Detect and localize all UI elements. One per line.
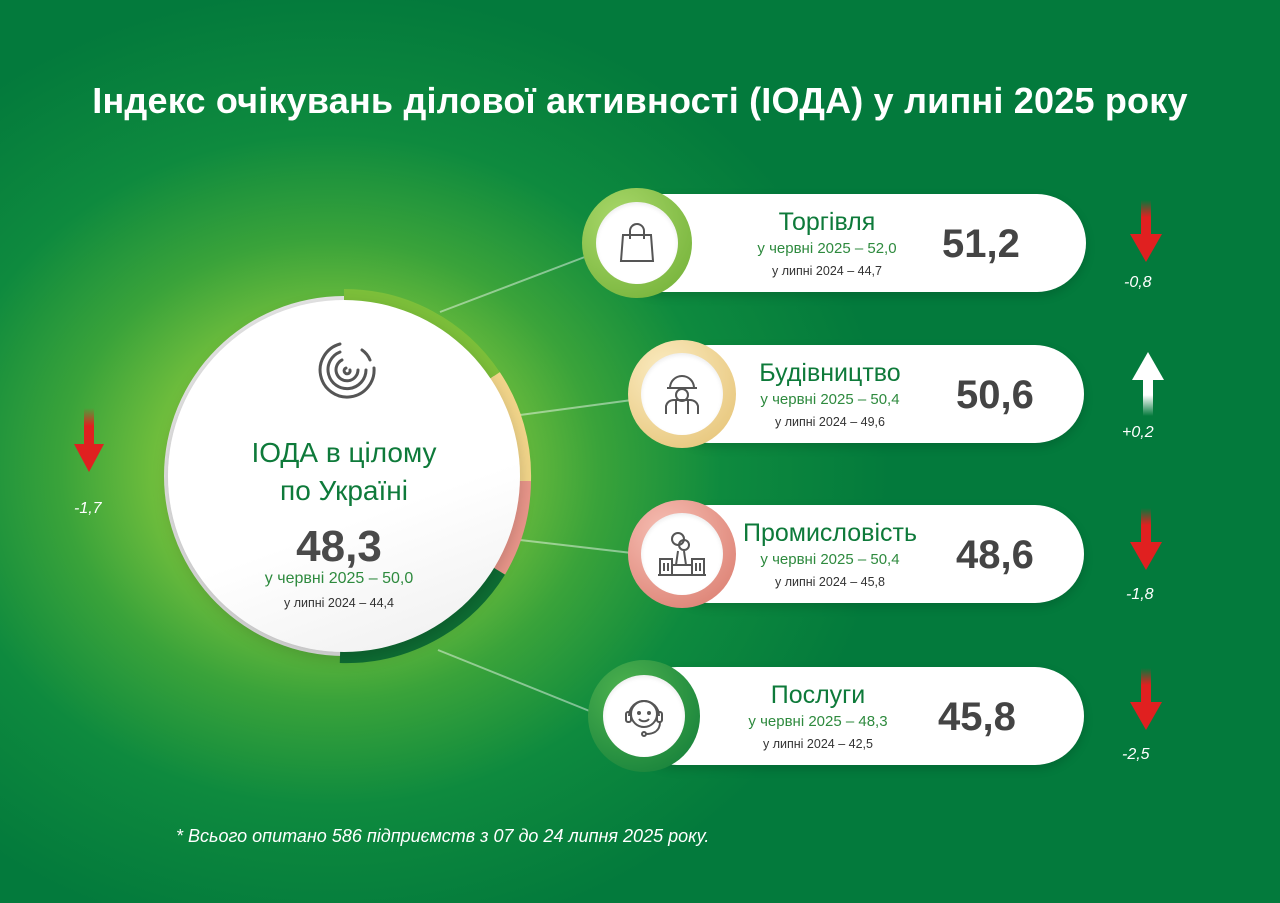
connector-line-services	[437, 649, 593, 713]
overall-index-circle: ІОДА в цілому по Україні 48,3 у червні 2…	[154, 286, 534, 666]
sector-badge-inner	[641, 353, 723, 435]
sector-value: 51,2	[942, 222, 1020, 266]
overall-label-line2: по Україні	[280, 475, 408, 506]
sector-change-value: +0,2	[1122, 424, 1154, 441]
sector-badge-inner	[596, 202, 678, 284]
sector-name: Торгівля	[778, 208, 876, 236]
sector-prev-month: у червні 2025 – 52,0	[757, 240, 897, 257]
overall-change: -1,7	[62, 408, 118, 528]
sector-badge-inner	[603, 675, 685, 757]
construction-change: +0,2	[1122, 350, 1168, 441]
arrow-down-icon	[74, 408, 104, 472]
arrow-down-icon	[1130, 668, 1162, 730]
sector-value: 50,6	[956, 373, 1034, 417]
sector-badge-trade	[582, 188, 692, 298]
ioda-logo-icon	[318, 342, 376, 399]
connector-line-industry	[519, 539, 633, 554]
services-change: -2,5	[1122, 668, 1166, 763]
sector-value: 45,8	[938, 695, 1016, 739]
overall-index-panel	[168, 300, 520, 652]
sector-badge-industry	[628, 500, 736, 608]
overall-index-label: ІОДА в цілому по Україні	[154, 434, 534, 510]
sector-prev-month: у червні 2025 – 50,4	[760, 391, 900, 408]
connector-line-trade	[439, 254, 591, 313]
construction-worker-icon	[665, 375, 699, 414]
industry-change: -1,8	[1126, 508, 1166, 603]
sector-prev-year: у липні 2024 – 49,6	[775, 415, 885, 429]
sector-prev-month: у червні 2025 – 48,3	[748, 713, 888, 730]
overall-change-value: -1,7	[74, 500, 102, 517]
overall-index-value: 48,3	[296, 522, 382, 571]
sector-prev-year: у липні 2024 – 44,7	[772, 264, 882, 278]
support-headset-icon	[625, 700, 663, 737]
trade-change: -0,8	[1124, 200, 1166, 291]
sector-badge-construction	[628, 340, 736, 448]
sector-card-services: Послуги у червні 2025 – 48,3 у липні 202…	[628, 667, 1084, 765]
sector-change-value: -0,8	[1124, 274, 1152, 291]
overall-prev-year: у липні 2024 – 44,4	[284, 596, 394, 610]
overall-prev-month: у червні 2025 – 50,0	[264, 570, 414, 587]
sector-badge-inner	[641, 513, 723, 595]
sector-change-value: -2,5	[1122, 746, 1150, 763]
sector-name: Промисловість	[742, 519, 917, 547]
sector-prev-year: у липні 2024 – 42,5	[763, 737, 873, 751]
arrow-down-icon	[1130, 200, 1162, 262]
sector-value: 48,6	[956, 533, 1034, 577]
sector-name: Послуги	[770, 681, 866, 709]
arrow-down-icon	[1130, 508, 1162, 570]
footnote: * Всього опитано 586 підприємств з 07 до…	[176, 826, 710, 846]
sector-name: Будівництво	[759, 359, 901, 387]
page-title: Індекс очікувань ділової активності (ІОД…	[92, 80, 1188, 121]
sector-prev-month: у червні 2025 – 50,4	[760, 551, 900, 568]
arrow-up-icon	[1132, 352, 1164, 416]
factory-icon	[658, 532, 706, 576]
sector-badge-services	[588, 660, 700, 772]
sector-prev-year: у липні 2024 – 45,8	[775, 575, 885, 589]
connector-line-construction	[519, 399, 633, 416]
shopping-bag-icon	[619, 223, 655, 262]
overall-label-line1: ІОДА в цілому	[251, 437, 437, 468]
sector-change-value: -1,8	[1126, 586, 1154, 603]
